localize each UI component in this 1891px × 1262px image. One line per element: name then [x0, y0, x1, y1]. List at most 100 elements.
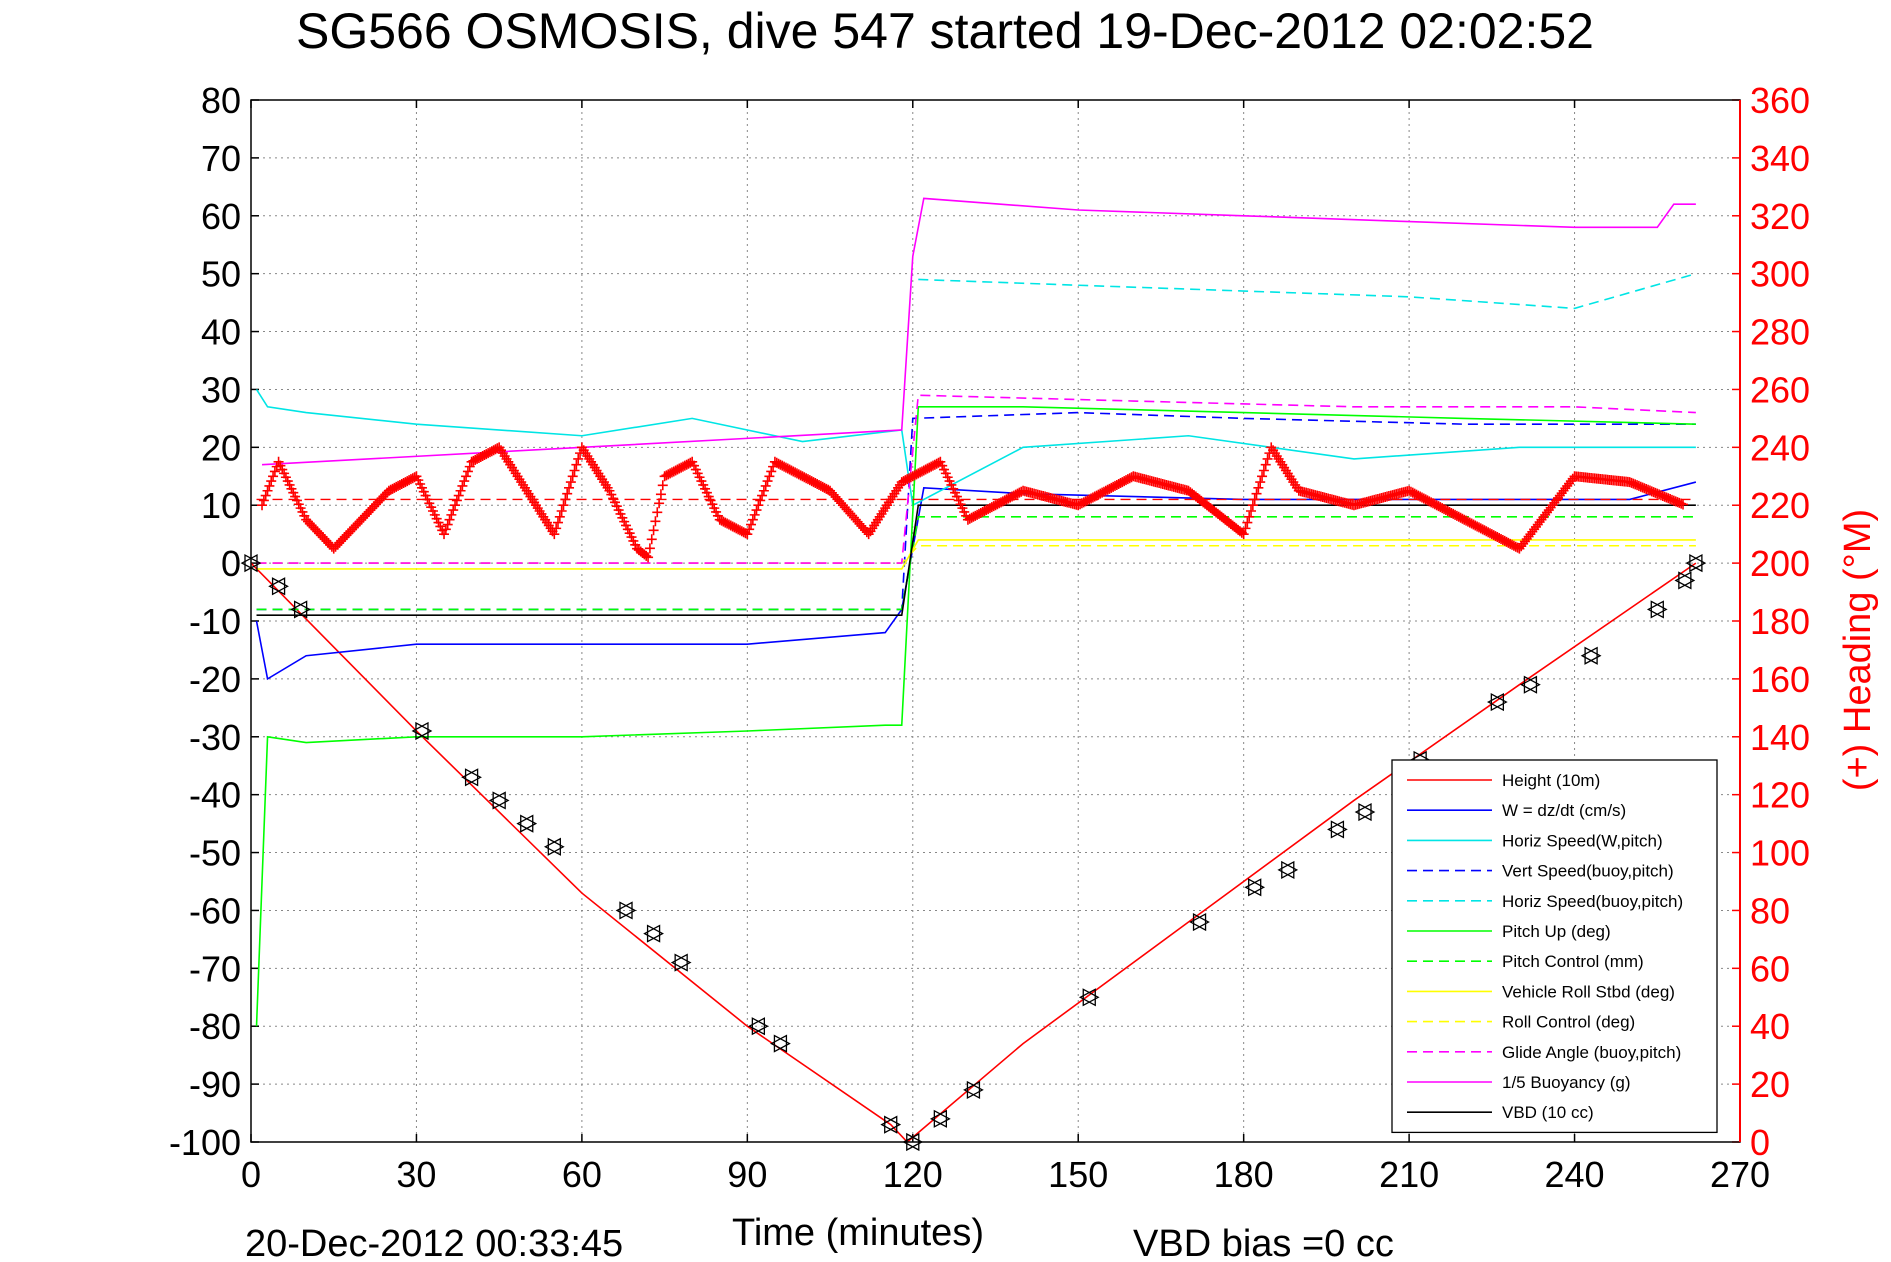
y-tick-label: 20	[201, 427, 241, 468]
heading-plus-marker	[258, 495, 269, 506]
marker-right-triangle	[244, 554, 262, 573]
right-tick-label: 120	[1750, 775, 1810, 816]
heading-plus-marker	[266, 476, 277, 487]
x-tick-label: 0	[241, 1154, 261, 1195]
legend-box	[1391, 759, 1718, 1134]
right-tick-label: 80	[1750, 890, 1790, 931]
right-tick-label: 0	[1750, 1122, 1770, 1163]
heading-plus-marker	[766, 466, 777, 477]
heading-plus-marker	[753, 500, 764, 511]
marker-left-triangle	[543, 837, 561, 856]
height-marker	[643, 924, 664, 943]
footer-vbd-bias: VBD bias =0 cc	[1133, 1223, 1394, 1262]
heading-plus-marker	[439, 529, 450, 540]
marker-left-triangle	[1327, 820, 1345, 839]
legend-label: Pitch Up (deg)	[1502, 922, 1611, 941]
height-marker	[543, 837, 565, 856]
heading-plus-marker	[551, 523, 562, 534]
height-marker	[268, 577, 289, 596]
x-tick-label: 240	[1545, 1154, 1605, 1195]
heading-plus-marker	[655, 489, 666, 500]
marker-right-triangle	[751, 1017, 769, 1036]
heading-plus-marker	[444, 514, 455, 525]
heading-plus-marker	[762, 476, 773, 487]
marker-left-triangle	[1685, 554, 1703, 573]
legend-label: Vehicle Roll Stbd (deg)	[1502, 982, 1675, 1001]
heading-plus-marker	[1253, 482, 1264, 493]
heading-plus-marker	[652, 507, 663, 518]
heading-plus-marker	[262, 485, 273, 496]
series-line-8	[256, 539, 1696, 570]
height-marker	[488, 791, 510, 810]
y-tick-label: 50	[201, 254, 241, 295]
right-tick-label: 260	[1750, 369, 1810, 410]
heading-plus-marker	[446, 509, 457, 520]
right-tick-label: 40	[1750, 1006, 1790, 1047]
height-marker	[1685, 554, 1707, 573]
marker-left-triangle	[1244, 878, 1262, 897]
y-tick-label: -100	[169, 1122, 241, 1163]
marker-right-triangle	[520, 814, 538, 833]
x-tick-label: 150	[1048, 1154, 1108, 1195]
heading-plus-marker	[757, 490, 768, 501]
right-tick-label: 280	[1750, 312, 1810, 353]
heading-plus-marker	[654, 498, 665, 509]
right-tick-label: 360	[1750, 80, 1810, 121]
marker-left-triangle	[411, 721, 429, 741]
marker-right-triangle	[1689, 554, 1707, 573]
marker-left-triangle	[268, 577, 286, 596]
right-tick-label: 180	[1750, 601, 1810, 642]
marker-right-triangle	[1248, 878, 1266, 897]
height-marker	[880, 1115, 902, 1134]
heading-plus-marker	[558, 500, 569, 511]
footer-timestamp: 20-Dec-2012 00:33:45	[245, 1223, 623, 1262]
x-axis-label: Time (minutes)	[732, 1212, 984, 1254]
marker-right-triangle	[1584, 646, 1602, 665]
marker-right-triangle	[492, 791, 510, 810]
right-tick-label: 60	[1750, 948, 1790, 989]
marker-left-triangle	[290, 600, 308, 619]
height-marker	[1244, 878, 1266, 897]
marker-right-triangle	[619, 901, 637, 920]
heading-plus-marker	[461, 471, 472, 482]
heading-plus-marker	[455, 485, 466, 496]
height-marker	[1277, 860, 1299, 880]
heading-plus-marker	[742, 529, 753, 540]
marker-right-triangle	[464, 768, 482, 787]
chart-title: SG566 OSMOSIS, dive 547 started 19-Dec-2…	[296, 3, 1594, 59]
height-marker	[516, 814, 538, 833]
heading-plus-marker	[564, 482, 575, 493]
height-marker	[1327, 820, 1348, 839]
heading-plus-marker	[648, 525, 659, 536]
marker-right-triangle	[646, 924, 664, 943]
height-marker	[240, 554, 262, 573]
heading-plus-marker	[459, 476, 470, 487]
legend-label: Roll Control (deg)	[1502, 1013, 1635, 1032]
series-line-3	[255, 389, 1696, 507]
heading-plus-marker	[573, 453, 584, 464]
legend: Height (10m) W = dz/dt (cm/s) Horiz Speed(…	[1391, 759, 1718, 1134]
heading-plus-marker	[556, 506, 567, 517]
heading-plus-marker	[1240, 523, 1251, 534]
right-tick-label: 100	[1750, 833, 1810, 874]
heading-plus-marker	[450, 500, 461, 511]
heading-plus-marker	[643, 552, 654, 563]
y-tick-label: -80	[189, 1006, 241, 1047]
height-marker	[670, 953, 692, 972]
heading-plus-marker	[549, 529, 560, 540]
legend-label: W = dz/dt (cm/s)	[1502, 801, 1626, 820]
heading-plus-marker	[1246, 506, 1257, 517]
y-tick-label: 0	[221, 543, 241, 584]
heading-plus-marker	[560, 494, 571, 505]
heading-plus-marker	[571, 459, 582, 470]
heading-plus-marker	[747, 514, 758, 525]
x-tick-label: 30	[396, 1154, 436, 1195]
height-marker	[1646, 600, 1668, 619]
marker-right-triangle	[884, 1115, 902, 1134]
marker-right-triangle	[933, 1109, 951, 1128]
heading-plus-marker	[442, 519, 453, 530]
series-line-11	[261, 197, 1696, 466]
marker-left-triangle	[880, 1115, 898, 1134]
legend-label: Vert Speed(buoy,pitch)	[1502, 862, 1674, 881]
series-line-4	[256, 411, 1696, 611]
